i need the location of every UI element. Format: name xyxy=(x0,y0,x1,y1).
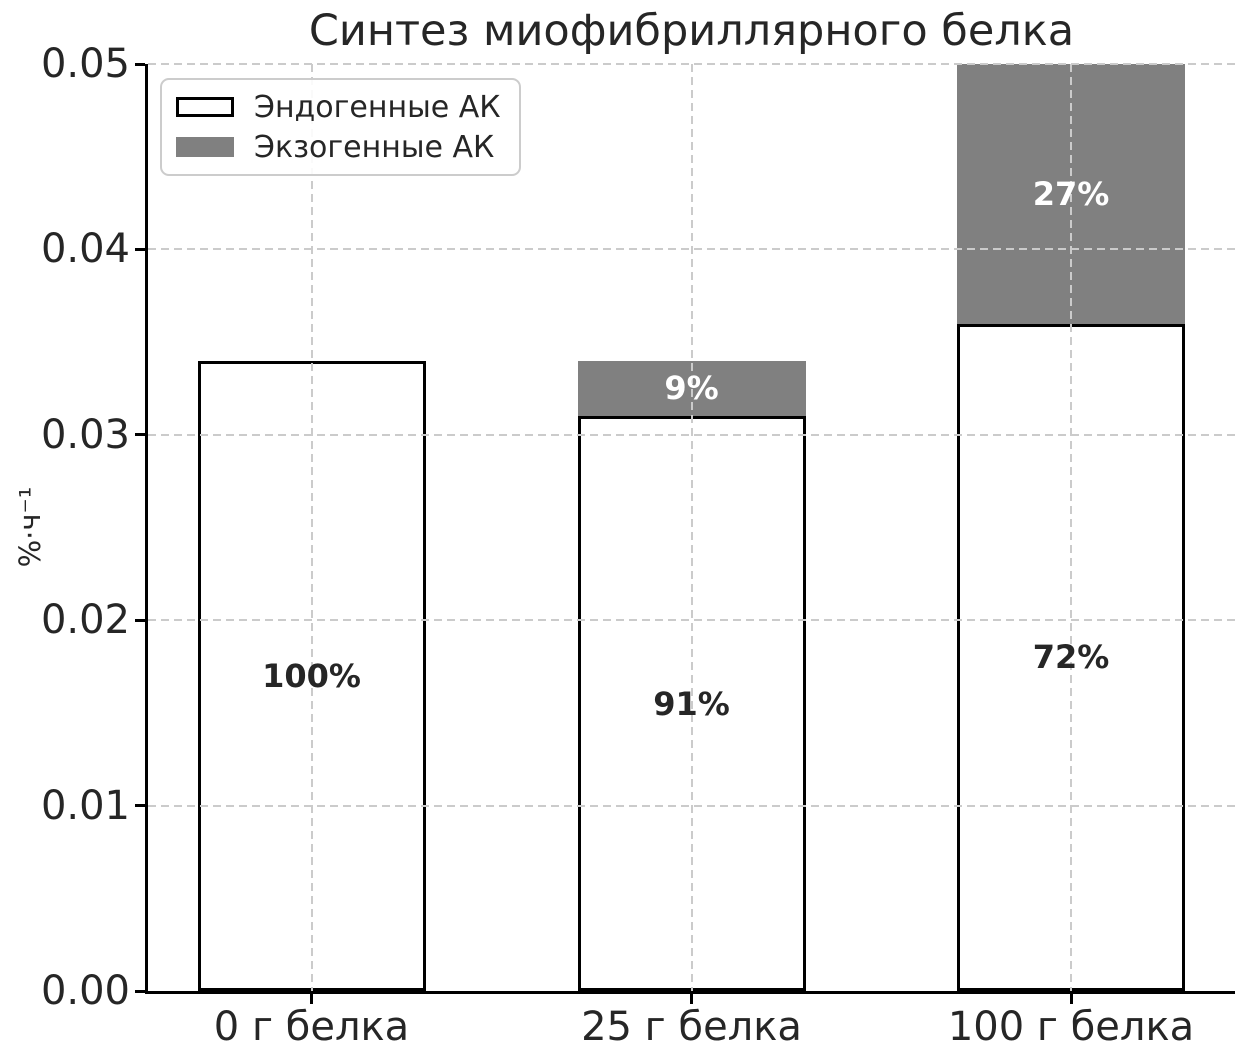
vertical-gridline xyxy=(690,64,693,991)
x-tick-label: 0 г белка xyxy=(213,1004,410,1050)
legend-label: Экзогенные АК xyxy=(254,129,495,165)
y-tick-mark xyxy=(135,247,145,251)
y-axis-label: %·ч⁻¹ xyxy=(13,486,47,568)
x-tick-mark xyxy=(1069,994,1073,1004)
y-tick-mark xyxy=(135,804,145,808)
x-tick-label: 100 г белка xyxy=(947,1004,1195,1050)
y-tick-label: 0.00 xyxy=(40,968,130,1014)
plot-area: 100% 91% 72% 9% 27% xyxy=(145,63,1235,994)
y-tick-mark xyxy=(135,62,145,66)
y-tick-label: 0.02 xyxy=(40,597,130,644)
legend-swatch-exogenous xyxy=(176,137,234,157)
legend-label: Эндогенные АК xyxy=(254,89,501,125)
bar-value-label: 9% xyxy=(664,369,719,408)
x-tick-mark xyxy=(690,994,693,1004)
legend: Эндогенные АК Экзогенные АК xyxy=(160,78,521,176)
bar-value-label: 100% xyxy=(262,656,361,695)
vertical-gridline xyxy=(310,64,313,991)
y-tick-label: 0.05 xyxy=(40,41,130,87)
bar-value-label: 72% xyxy=(1032,638,1110,677)
y-tick-mark xyxy=(135,618,145,622)
y-tick-label: 0.04 xyxy=(40,226,130,273)
bar-value-label: 27% xyxy=(1032,174,1110,213)
legend-item: Эндогенные АК xyxy=(176,89,501,125)
x-tick-label: 25 г белка xyxy=(581,1004,802,1050)
chart-title: Синтез миофибриллярного белка xyxy=(308,6,1075,56)
legend-swatch-endogenous xyxy=(176,97,234,117)
legend-item: Экзогенные АК xyxy=(176,129,501,165)
bar-value-label: 91% xyxy=(653,684,730,723)
y-tick-label: 0.03 xyxy=(40,411,130,458)
vertical-gridline xyxy=(1070,64,1072,991)
y-tick-label: 0.01 xyxy=(40,782,130,829)
y-tick-mark xyxy=(135,433,145,437)
x-tick-mark xyxy=(310,994,313,1004)
y-tick-mark xyxy=(135,989,145,993)
